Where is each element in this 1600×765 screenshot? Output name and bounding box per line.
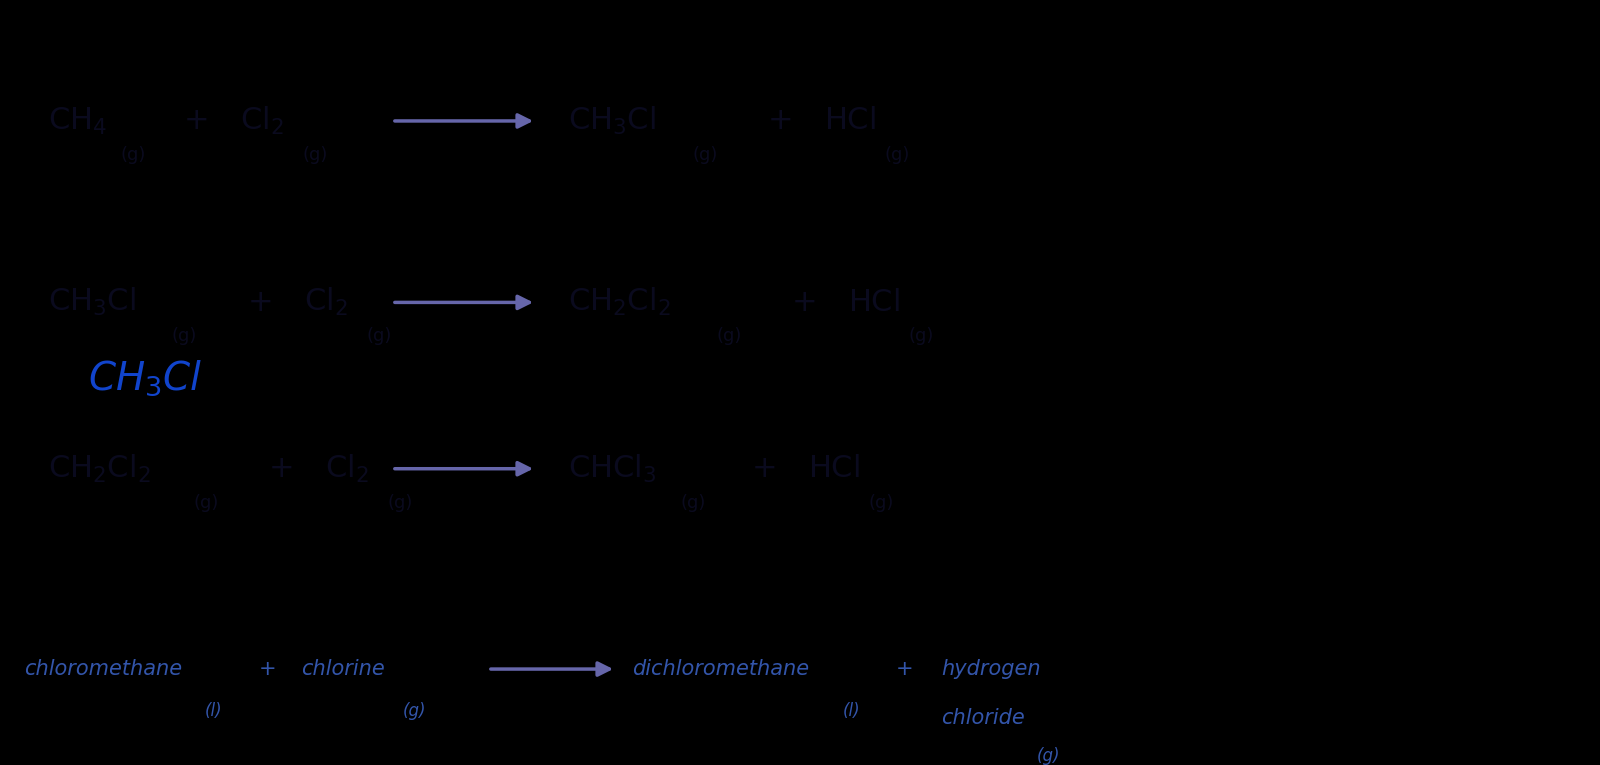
Text: $\mathregular{CH_2Cl_2}$: $\mathregular{CH_2Cl_2}$ [568, 286, 670, 318]
Text: (g): (g) [120, 146, 146, 164]
Text: $\mathregular{CH_4}$: $\mathregular{CH_4}$ [48, 106, 107, 136]
Text: +: + [248, 288, 274, 317]
Text: $\mathregular{HCl}$: $\mathregular{HCl}$ [808, 454, 859, 483]
Text: chloride: chloride [941, 708, 1024, 728]
Text: $\mathregular{CH_3Cl}$: $\mathregular{CH_3Cl}$ [568, 105, 656, 137]
Text: +: + [259, 659, 277, 679]
Text: (g): (g) [693, 146, 718, 164]
Text: dichloromethane: dichloromethane [632, 659, 810, 679]
Text: (g): (g) [403, 702, 427, 720]
Text: (g): (g) [387, 493, 413, 512]
Text: (g): (g) [885, 146, 910, 164]
Text: (g): (g) [717, 327, 742, 346]
Text: +: + [752, 454, 778, 483]
Text: $\mathregular{HCl}$: $\mathregular{HCl}$ [824, 106, 875, 135]
Text: +: + [792, 288, 818, 317]
Text: $\mathregular{CHCl_3}$: $\mathregular{CHCl_3}$ [568, 453, 656, 485]
Text: (l): (l) [205, 702, 222, 720]
Text: +: + [269, 454, 294, 483]
Text: $\mathregular{Cl_2}$: $\mathregular{Cl_2}$ [325, 453, 368, 485]
Text: (g): (g) [171, 327, 197, 346]
Text: +: + [184, 106, 210, 135]
Text: (g): (g) [869, 493, 894, 512]
Text: $\mathit{CH_3Cl}$: $\mathit{CH_3Cl}$ [88, 358, 203, 398]
Text: (l): (l) [843, 702, 861, 720]
Text: +: + [768, 106, 794, 135]
Text: (g): (g) [366, 327, 392, 346]
Text: $\mathregular{Cl_2}$: $\mathregular{Cl_2}$ [304, 286, 347, 318]
Text: hydrogen: hydrogen [941, 659, 1040, 679]
Text: (g): (g) [680, 493, 706, 512]
Text: chloromethane: chloromethane [24, 659, 182, 679]
Text: (g): (g) [194, 493, 219, 512]
Text: (g): (g) [1037, 747, 1061, 765]
Text: chlorine: chlorine [301, 659, 384, 679]
Text: $\mathregular{CH_3Cl}$: $\mathregular{CH_3Cl}$ [48, 286, 136, 318]
Text: $\mathregular{Cl_2}$: $\mathregular{Cl_2}$ [240, 105, 283, 137]
Text: $\mathregular{HCl}$: $\mathregular{HCl}$ [848, 288, 899, 317]
Text: +: + [896, 659, 914, 679]
Text: (g): (g) [909, 327, 934, 346]
Text: (g): (g) [302, 146, 328, 164]
Text: $\mathregular{CH_2Cl_2}$: $\mathregular{CH_2Cl_2}$ [48, 453, 150, 485]
